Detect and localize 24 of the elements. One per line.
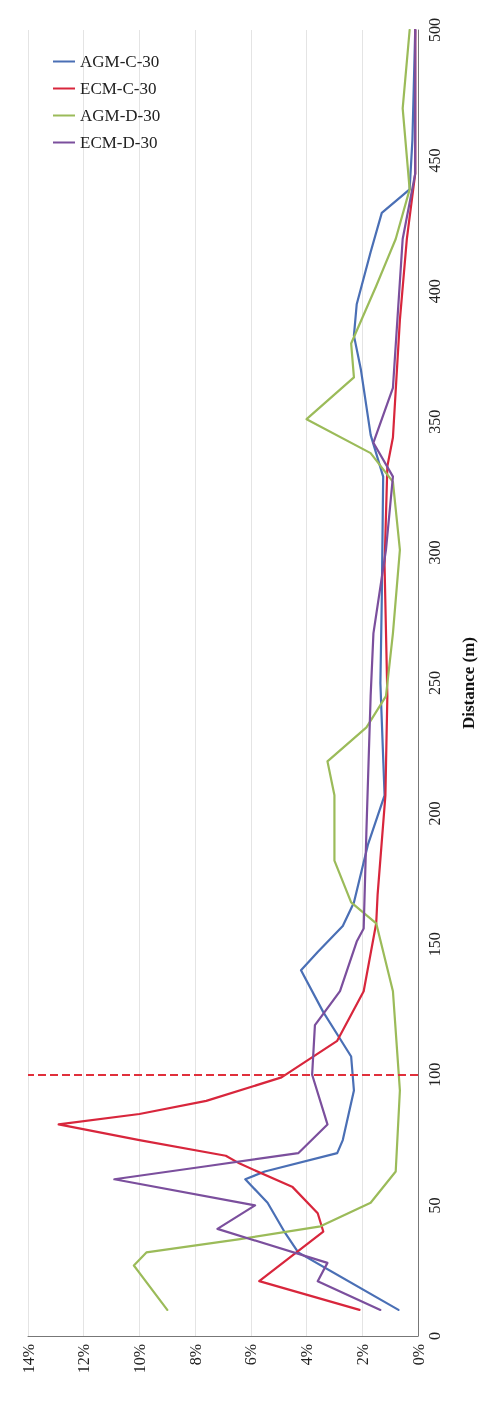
x-tick-label: 4% (298, 1344, 316, 1366)
x-tick-label: 10% (130, 1344, 148, 1374)
y-tick-label: 400 (425, 279, 443, 304)
x-tick-label: 12% (75, 1344, 93, 1374)
y-tick-label: 500 (425, 18, 443, 42)
y-tick-label: 50 (425, 1197, 443, 1214)
y-tick-label: 200 (425, 801, 443, 826)
y-axis-title: Distance (m) (459, 636, 478, 730)
y-tick-label: 450 (425, 148, 443, 173)
y-tick-label: 300 (425, 540, 443, 565)
y-tick-label: 350 (425, 409, 443, 434)
x-tick-label: 0% (409, 1344, 427, 1366)
y-tick-label: 150 (425, 932, 443, 957)
y-tick-label: 250 (425, 671, 443, 695)
y-tick-label: 0 (425, 1332, 443, 1340)
x-tick-label: 2% (353, 1344, 371, 1366)
legend-label: AGM-C-30 (80, 52, 160, 71)
legend-label: ECM-D-30 (80, 133, 158, 152)
y-tick-label: 100 (425, 1062, 443, 1087)
legend-label: ECM-C-30 (80, 79, 157, 98)
x-tick-label: 8% (186, 1344, 204, 1366)
x-tick-label: 14% (19, 1344, 37, 1374)
x-tick-label: 6% (242, 1344, 260, 1366)
legend-label: AGM-D-30 (80, 106, 161, 125)
